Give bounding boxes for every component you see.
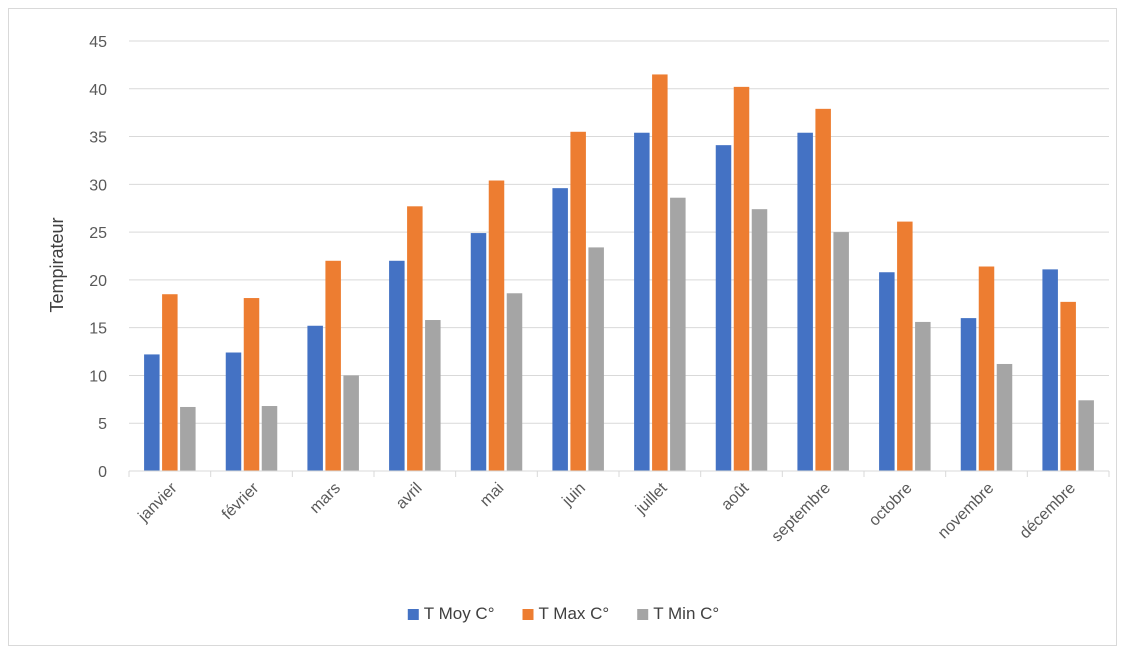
y-tick-label: 20: [89, 273, 107, 290]
bar-moy: [552, 188, 568, 471]
bar-max: [162, 294, 178, 471]
x-axis: [128, 470, 1110, 477]
bar-min: [261, 406, 278, 471]
bar-moy: [715, 145, 732, 471]
bar-moy: [470, 233, 487, 471]
bar-max: [243, 298, 260, 471]
x-tick-label: juin: [559, 480, 589, 510]
chart-frame: 0 5 10 15 20 25 30 35 40 45 janvier février mars avr…: [8, 8, 1117, 646]
bar-max: [570, 131, 586, 471]
bar-max: [815, 108, 831, 471]
bar-max: [733, 86, 750, 471]
legend-label: T Min C°: [653, 604, 719, 623]
bar-min: [751, 209, 768, 471]
bar-moy: [144, 354, 160, 471]
bar-min: [996, 363, 1013, 471]
bar-min: [425, 320, 441, 471]
legend-swatch: [522, 609, 534, 620]
x-tick-label: mars: [307, 480, 344, 517]
y-tick-label: 35: [89, 130, 107, 147]
bar-moy: [634, 132, 650, 471]
bar-min: [180, 406, 196, 471]
legend-item: T Moy C°: [407, 604, 495, 623]
bar-moy: [389, 260, 405, 471]
y-tick-label: 40: [89, 82, 107, 99]
x-axis-ticks: janvier février mars avril mai juin juillet aoû…: [135, 479, 1079, 545]
bar-moy: [797, 132, 813, 471]
y-tick-label: 25: [89, 225, 107, 242]
bars: [144, 74, 1094, 472]
legend-swatch: [407, 609, 419, 620]
bar-min: [506, 293, 523, 471]
x-tick-label: janvier: [135, 479, 182, 526]
bar-min: [915, 321, 931, 471]
bar-moy: [879, 272, 895, 471]
y-axis-ticks: 0 5 10 15 20 25 30 35 40 45: [89, 34, 107, 481]
bar-max: [897, 221, 913, 471]
x-tick-label: février: [219, 479, 263, 523]
x-tick-label: juillet: [632, 479, 671, 518]
x-tick-label: août: [718, 479, 752, 513]
y-tick-label: 45: [89, 34, 107, 51]
y-tick-label: 5: [98, 416, 107, 433]
bar-max: [325, 260, 341, 471]
chart-svg: 0 5 10 15 20 25 30 35 40 45 janvier février mars avr…: [47, 34, 1110, 623]
bar-min: [588, 247, 604, 471]
bar-max: [978, 266, 995, 471]
x-tick-label: décembre: [1017, 480, 1079, 542]
bar-moy: [960, 318, 977, 471]
x-tick-label: novembre: [935, 480, 997, 542]
x-tick-label: septembre: [769, 480, 835, 546]
bar-moy: [307, 325, 323, 471]
bar-min: [1078, 400, 1094, 471]
bar-min: [343, 375, 359, 471]
y-tick-label: 0: [98, 464, 107, 481]
y-tick-label: 15: [89, 321, 107, 338]
bar-max: [488, 180, 505, 471]
bar-moy: [1042, 269, 1058, 471]
legend-label: T Max C°: [539, 604, 610, 623]
bar-min: [833, 232, 849, 471]
bar-max: [1060, 301, 1076, 471]
legend-label: T Moy C°: [424, 604, 495, 623]
bar-max: [407, 206, 423, 472]
y-tick-label: 10: [89, 368, 107, 385]
legend-item: T Max C°: [522, 604, 610, 623]
legend-swatch: [637, 609, 649, 620]
gridlines: [129, 40, 1109, 424]
x-tick-label: octobre: [866, 480, 916, 530]
legend-item: T Min C°: [637, 604, 719, 623]
x-tick-label: mai: [477, 480, 507, 510]
y-tick-label: 30: [89, 177, 107, 194]
bar-max: [652, 74, 668, 471]
legend: T Moy C° T Max C° T Min C°: [407, 604, 719, 623]
x-tick-label: avril: [393, 480, 426, 513]
bar-moy: [225, 352, 242, 471]
bar-min: [670, 197, 686, 471]
y-axis-title: Tempirateur: [47, 217, 67, 312]
